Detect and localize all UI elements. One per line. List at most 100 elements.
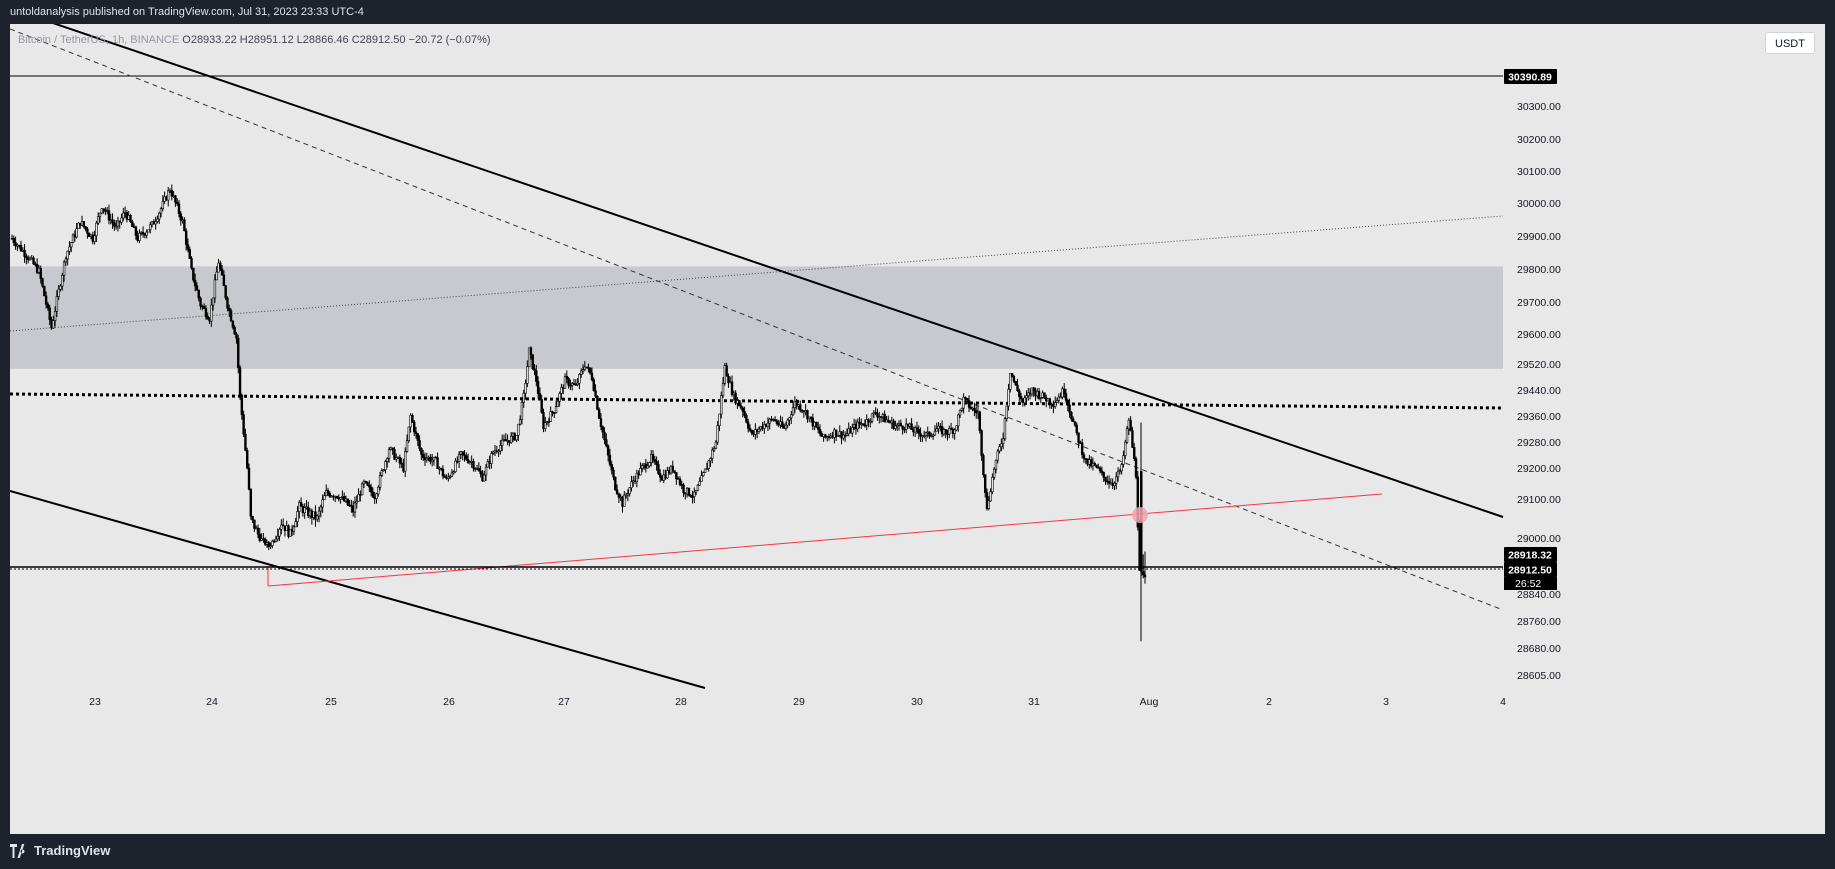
candle	[682, 482, 685, 498]
candle-body	[969, 407, 973, 409]
candle	[861, 423, 865, 427]
candle-body	[933, 430, 937, 436]
candle	[1082, 452, 1086, 463]
candle	[558, 391, 561, 407]
candle-body	[623, 494, 626, 507]
candle-body	[355, 501, 358, 504]
candle-body	[156, 218, 159, 222]
candle	[174, 194, 177, 207]
candle	[53, 306, 57, 327]
candle	[1120, 462, 1123, 475]
candle	[887, 415, 890, 424]
price-tick-label: 29900.00	[1517, 231, 1561, 243]
candle	[639, 462, 642, 476]
candle-body	[271, 540, 274, 546]
candle-body	[23, 249, 26, 257]
legend-high: H28951.12	[239, 34, 294, 46]
candle-body	[703, 468, 707, 473]
candle	[858, 417, 861, 429]
candle-body	[93, 235, 96, 242]
candle	[14, 236, 17, 250]
candle	[278, 527, 281, 541]
candle-body	[648, 462, 651, 467]
candle	[355, 495, 358, 509]
horizontal-level-price-label: 30390.89	[1508, 72, 1552, 84]
candle-body	[1070, 411, 1073, 420]
candle	[43, 285, 46, 297]
candle-body	[1071, 418, 1075, 422]
candle	[1012, 374, 1016, 384]
candle-body	[605, 439, 608, 447]
candle-body	[202, 306, 206, 309]
candle	[766, 417, 770, 432]
candle-body	[158, 212, 161, 220]
candle	[484, 463, 488, 481]
candle-body	[851, 427, 854, 434]
candle	[131, 219, 134, 228]
candle-body	[547, 421, 551, 423]
candle	[958, 409, 962, 418]
candle	[82, 221, 86, 229]
candle-body	[529, 347, 533, 355]
candle-body	[237, 337, 240, 368]
candle-body	[567, 378, 570, 386]
candle-body	[12, 238, 15, 243]
candle-body	[43, 285, 46, 297]
candle-body	[220, 268, 224, 276]
candle-body	[693, 491, 696, 497]
candle	[712, 446, 716, 453]
candle-body	[1122, 455, 1125, 465]
candle	[795, 398, 798, 410]
candle-body	[949, 427, 953, 430]
candle	[565, 370, 569, 384]
candle	[806, 409, 809, 423]
candle	[175, 198, 179, 206]
candle-body	[314, 511, 317, 520]
candle	[328, 491, 332, 498]
candle	[84, 226, 87, 232]
candle	[784, 421, 788, 431]
candle	[526, 360, 529, 388]
candle	[1010, 373, 1014, 378]
chart-canvas[interactable]: 30300.00 30200.00 30100.00 30000.00 29900.00…	[10, 24, 1825, 834]
candle	[651, 450, 655, 464]
candle-body	[1102, 472, 1105, 478]
candle	[1023, 395, 1026, 407]
candle-body	[1073, 421, 1077, 426]
candle-body	[1104, 476, 1107, 482]
candle-body	[452, 471, 455, 474]
candle-body	[249, 488, 253, 517]
candle-body	[235, 333, 238, 339]
candle-body	[746, 421, 750, 429]
price-tick-label: 29100.00	[1517, 494, 1561, 506]
candle	[617, 492, 621, 503]
candle-body	[1124, 441, 1127, 456]
candle-body	[757, 428, 761, 433]
red-trendline	[267, 493, 1383, 587]
candle	[655, 456, 658, 471]
candle-body	[382, 469, 385, 472]
candle	[569, 379, 572, 391]
currency-button[interactable]: USDT	[1765, 32, 1815, 54]
candle-body	[129, 215, 132, 223]
candle-body	[190, 258, 193, 269]
candle	[429, 454, 432, 465]
candle-body	[174, 195, 177, 203]
candle-body	[371, 491, 375, 498]
candle	[919, 427, 922, 442]
candle-body	[892, 420, 895, 429]
chart-pane[interactable]: 30300.00 30200.00 30100.00 30000.00 29900.00…	[10, 24, 1825, 834]
candle-body	[430, 459, 434, 463]
candle	[1070, 410, 1073, 422]
candle-body	[206, 316, 209, 320]
candle	[1131, 426, 1134, 449]
candle-body	[955, 425, 958, 431]
candle	[316, 514, 319, 522]
candle-body	[887, 419, 890, 422]
candle-body	[1037, 391, 1041, 399]
candle	[1071, 416, 1075, 423]
candle-body	[378, 475, 382, 488]
candle	[86, 226, 89, 239]
candle-body	[463, 454, 466, 457]
time-tick-label: 27	[558, 696, 570, 708]
